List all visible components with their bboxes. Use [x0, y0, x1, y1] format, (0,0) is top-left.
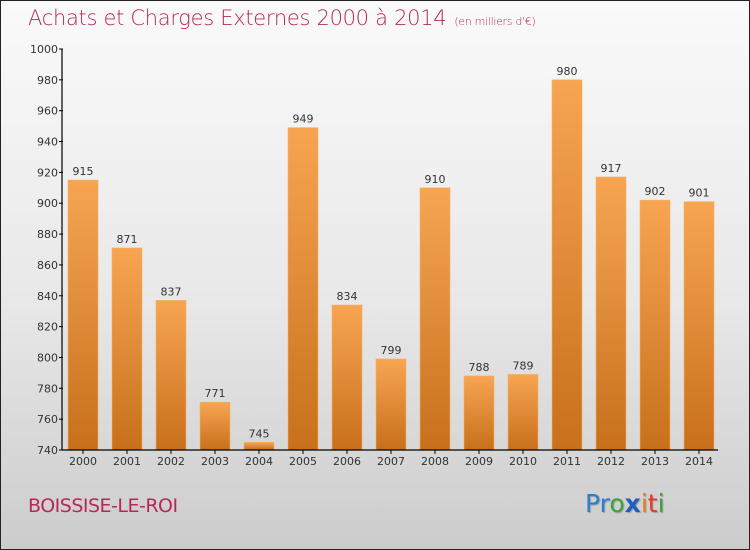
value-label-2004: 745: [249, 427, 270, 440]
value-label-2009: 788: [469, 361, 490, 374]
x-tick-label-2007: 2007: [377, 455, 405, 468]
city-name: BOISSISE-LE-ROI: [28, 495, 178, 517]
y-tick-label-800: 800: [37, 351, 58, 364]
logo-letter: x: [624, 489, 641, 518]
value-label-2002: 837: [161, 285, 182, 298]
y-tick-label-900: 900: [37, 197, 58, 210]
x-tick-label-2002: 2002: [157, 455, 185, 468]
x-tick-label-2006: 2006: [333, 455, 361, 468]
y-tick-label-980: 980: [37, 74, 58, 87]
bar-2009: [463, 375, 495, 451]
y-tick-label-860: 860: [37, 259, 58, 272]
value-label-2007: 799: [381, 344, 402, 357]
axes-group: 2000 2001 2002 2003 2004 2005 2006 2007 2008 2009…: [30, 43, 718, 468]
bar-2014: [683, 201, 715, 451]
logo-letter: o: [609, 489, 625, 518]
logo-letter: i: [657, 489, 665, 518]
y-tick-label-880: 880: [37, 228, 58, 241]
logo-letter: P: [585, 489, 600, 518]
bars-group: 915 871 837 771 745 949 834 799 910 788 789 980 917 9…: [67, 65, 715, 451]
chart-title: Achats et Charges Externes 2000 à 2014 (e…: [28, 6, 536, 30]
y-tick-label-760: 760: [37, 413, 58, 426]
y-tick-label-1000: 1000: [30, 43, 58, 56]
value-label-2003: 771: [205, 387, 226, 400]
logo-letter: i: [640, 489, 648, 518]
chart-unit-note: (en milliers d'€): [454, 15, 536, 28]
bar-2006: [331, 304, 363, 451]
value-label-2014: 901: [689, 187, 710, 200]
x-tick-label-2013: 2013: [641, 455, 669, 468]
x-tick-label-2011: 2011: [553, 455, 581, 468]
bar-2002: [155, 300, 187, 451]
x-tick-label-2000: 2000: [69, 455, 97, 468]
y-tick-label-920: 920: [37, 166, 58, 179]
x-tick-label-2009: 2009: [465, 455, 493, 468]
proxiti-logo[interactable]: Proxiti: [585, 489, 665, 518]
bar-2005: [287, 127, 319, 451]
x-tick-label-2010: 2010: [509, 455, 537, 468]
x-tick-label-2005: 2005: [289, 455, 317, 468]
value-label-2011: 980: [557, 65, 578, 78]
x-tick-label-2004: 2004: [245, 455, 273, 468]
bar-2012: [595, 176, 627, 451]
value-label-2008: 910: [425, 173, 446, 186]
y-tick-label-940: 940: [37, 136, 58, 149]
logo-letter: r: [599, 489, 610, 518]
chart-title-text: Achats et Charges Externes 2000 à 2014: [28, 6, 447, 30]
x-tick-label-2003: 2003: [201, 455, 229, 468]
bar-2010: [507, 374, 539, 451]
bar-2008: [419, 187, 451, 451]
x-tick-label-2014: 2014: [685, 455, 713, 468]
x-tick-label-2008: 2008: [421, 455, 449, 468]
bar-2011: [551, 79, 583, 451]
x-tick-label-2012: 2012: [597, 455, 625, 468]
value-label-2006: 834: [337, 290, 358, 303]
value-label-2005: 949: [293, 113, 314, 126]
bar-2013: [639, 199, 671, 451]
bar-2003: [199, 401, 231, 451]
value-label-2013: 902: [645, 185, 666, 198]
logo-letter: t: [647, 489, 658, 518]
y-tick-label-780: 780: [37, 382, 58, 395]
value-label-2012: 917: [601, 162, 622, 175]
value-label-2000: 915: [73, 165, 94, 178]
y-tick-label-820: 820: [37, 321, 58, 334]
bar-2001: [111, 247, 143, 451]
y-tick-label-840: 840: [37, 290, 58, 303]
value-label-2001: 871: [117, 233, 138, 246]
y-tick-label-960: 960: [37, 105, 58, 118]
bar-2000: [67, 179, 99, 451]
bar-2004: [243, 441, 275, 451]
x-tick-label-2001: 2001: [113, 455, 141, 468]
value-label-2010: 789: [513, 359, 534, 372]
y-tick-label-740: 740: [37, 444, 58, 457]
bar-2007: [375, 358, 407, 451]
